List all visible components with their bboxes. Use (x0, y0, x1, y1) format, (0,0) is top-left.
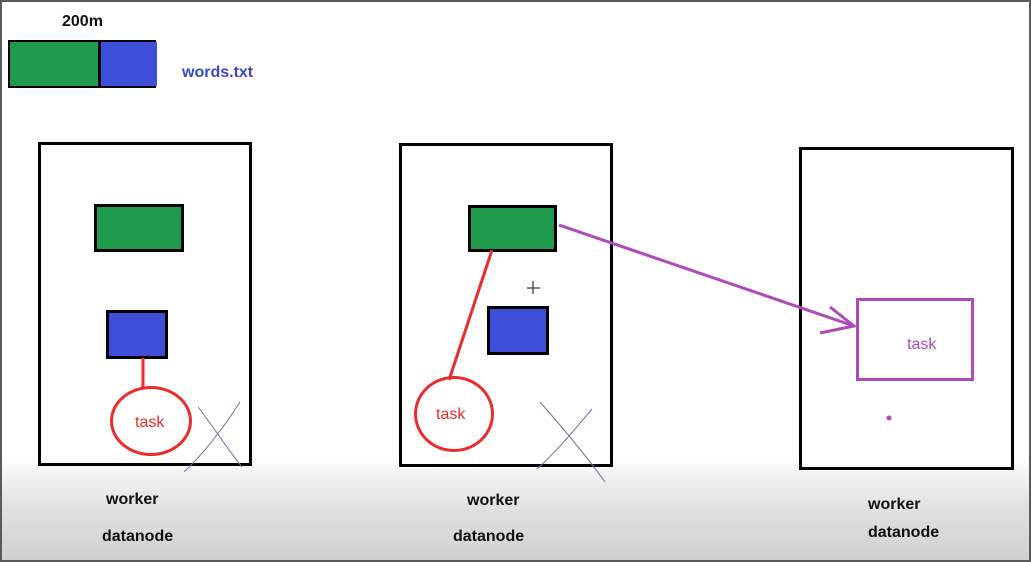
worker-label-node-1: worker (106, 491, 159, 508)
file-block-blue (98, 42, 157, 86)
block-green-node-1 (94, 204, 184, 252)
file-name-label: words.txt (182, 64, 254, 81)
task-label-node-2: task (436, 406, 466, 423)
block-blue-node-2 (487, 306, 549, 355)
file-size-label: 200m (62, 13, 103, 30)
block-green-node-2 (468, 205, 557, 252)
task-label-node-1: task (135, 414, 165, 431)
datanode-label-node-2: datanode (453, 528, 525, 545)
datanode-label-node-1: datanode (102, 528, 174, 545)
block-blue-node-1 (106, 310, 168, 359)
worker-label-node-3: worker (868, 496, 921, 513)
worker-label-node-2: worker (467, 492, 520, 509)
datanode-label-node-3: datanode (868, 524, 940, 541)
task-circle-node-1 (110, 386, 192, 456)
task-label-node-3: task (907, 336, 937, 353)
task-box-node-3 (856, 298, 974, 381)
file-bar (8, 40, 157, 88)
